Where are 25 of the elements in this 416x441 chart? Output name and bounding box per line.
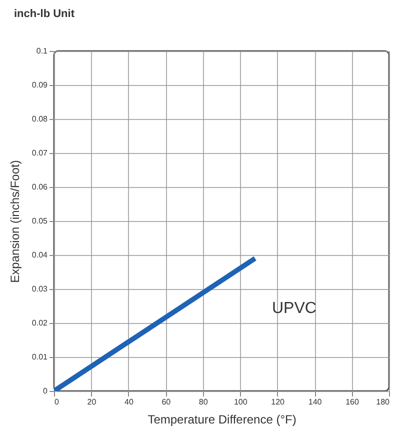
y-tick-label: 0.05 <box>32 216 48 226</box>
x-tick-label: 160 <box>346 398 360 406</box>
y-tick-label: 0.03 <box>32 284 48 294</box>
x-tick-label: 0 <box>54 398 60 406</box>
chart-title: inch-lb Unit <box>14 8 75 20</box>
y-axis-title: Expansion (inchs/Foot) <box>8 160 22 283</box>
x-tick-label: 60 <box>162 398 172 406</box>
x-tick-label: 80 <box>198 398 208 406</box>
y-tick-label: 0.1 <box>36 46 48 56</box>
y-tick-label: 0.06 <box>32 182 48 192</box>
y-tick-label: 0.02 <box>32 318 48 328</box>
y-tick-label: 0.08 <box>32 114 48 124</box>
y-tick-label: 0.09 <box>32 80 48 90</box>
y-tick-label: 0.07 <box>32 148 48 158</box>
x-tick-label: 140 <box>308 398 322 406</box>
y-tick-label: 0.01 <box>32 352 48 362</box>
x-tick-label: 40 <box>124 398 134 406</box>
x-tick-label: 120 <box>271 398 286 406</box>
y-tick-label: 0.04 <box>32 250 48 260</box>
text: UPVC <box>272 300 316 317</box>
y-tick-label: 0 <box>43 386 48 396</box>
x-tick-label: 20 <box>87 398 97 406</box>
x-tick-label: 180 <box>376 398 390 406</box>
x-tick-label: 100 <box>234 398 248 406</box>
x-axis-title: Temperature Difference (°F) <box>148 412 296 426</box>
